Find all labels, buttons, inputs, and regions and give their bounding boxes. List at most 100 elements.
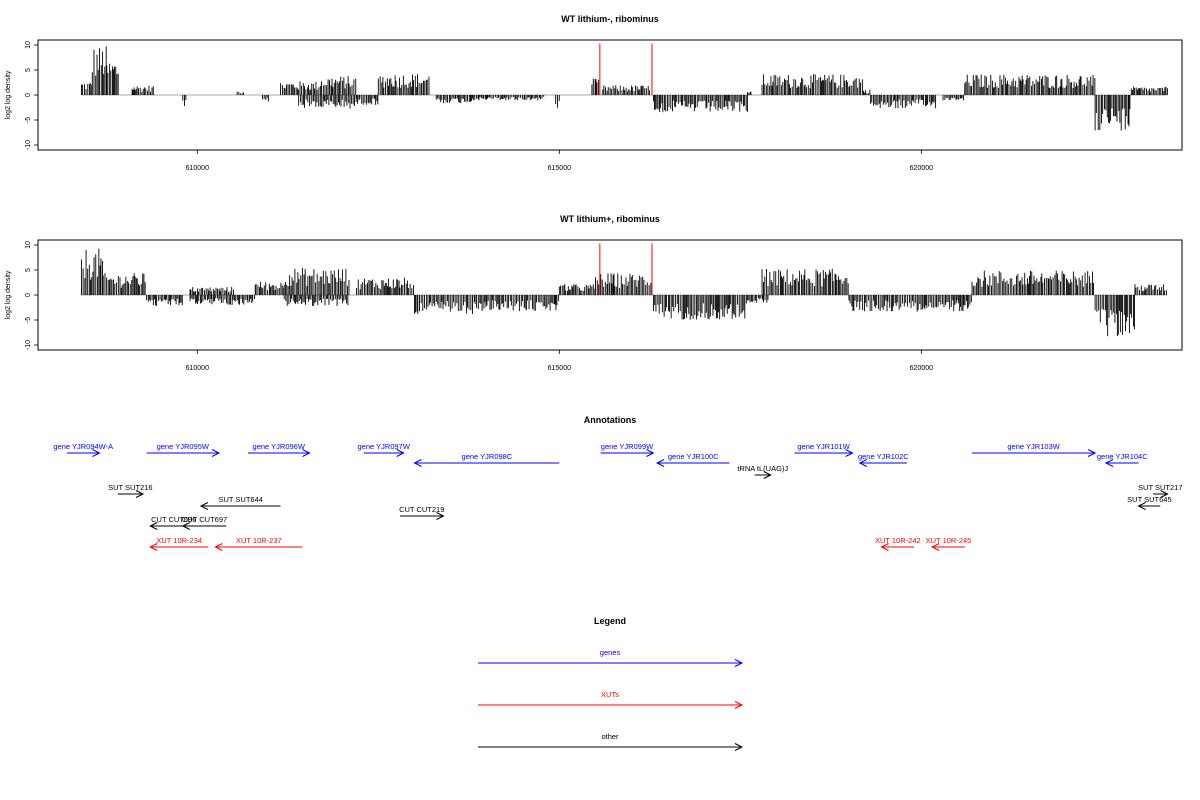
x-axis: 610000 615000 620000	[186, 150, 933, 172]
annotation-feature: gene YJR100C	[655, 452, 730, 467]
annotation-arrowhead	[413, 459, 422, 467]
legend-arrowhead	[734, 701, 744, 709]
annotation-label: gene YJR098C	[462, 452, 513, 461]
annotation-feature: SUT SUT644	[199, 495, 281, 510]
annotation-feature: gene YJR096W	[247, 442, 311, 457]
annotation-label: gene YJR101W	[797, 442, 850, 451]
annotation-feature: gene YJR099W	[600, 442, 655, 457]
x-tick-label: 620000	[910, 165, 933, 172]
legend-item: genes	[478, 648, 744, 667]
legend-item: other	[478, 732, 744, 751]
y-tick-label: -10	[25, 340, 32, 350]
annotation-feature: XUT 10R-242	[875, 536, 921, 551]
annotation-arrowhead	[149, 543, 158, 551]
legend-panel: Legend genes XUTs other	[478, 616, 744, 751]
annotation-arrowhead	[396, 449, 405, 457]
x-tick-label: 615000	[548, 165, 571, 172]
annotation-arrowhead	[92, 449, 101, 457]
legend-arrowhead	[734, 743, 744, 751]
annotation-label: gene YJR097W	[358, 442, 411, 451]
y-tick-label: 5	[25, 68, 32, 72]
legend-item: XUTs	[478, 690, 744, 709]
annotation-feature: SUT SUT645	[1127, 495, 1172, 510]
x-tick-label: 620000	[910, 365, 933, 372]
annotation-feature: CUT CUT219	[399, 505, 445, 520]
annotation-arrowhead	[845, 449, 854, 457]
annotation-label: gene YJR103W	[1007, 442, 1060, 451]
annotation-label: CUT CUT697	[182, 515, 227, 524]
y-tick-label: 10	[25, 41, 32, 49]
annotation-label: gene YJR102C	[858, 452, 909, 461]
annotation-label: tRNA tL(UAG)J	[737, 464, 788, 473]
annotations-panel: Annotations gene YJR094W-A gene YJR095W ge…	[53, 415, 1183, 551]
annotation-feature: gene YJR094W-A	[53, 442, 113, 457]
density-bars	[80, 248, 1167, 337]
annotation-feature: gene YJR098C	[413, 452, 560, 467]
annotation-feature: gene YJR102C	[858, 452, 909, 467]
annotation-label: SUT SUT645	[1127, 495, 1171, 504]
y-tick-label: -10	[25, 140, 32, 150]
annotation-label: gene YJR104C	[1097, 452, 1148, 461]
y-tick-label: 10	[25, 241, 32, 249]
annotation-feature: XUT 10R-234	[149, 536, 209, 551]
annotation-label: XUT 10R-237	[236, 536, 282, 545]
annotation-arrowhead	[931, 543, 940, 551]
y-tick-label: 5	[25, 268, 32, 272]
annotation-label: CUT CUT219	[399, 505, 444, 514]
annotation-arrowhead	[763, 471, 772, 479]
track-lithium-minus: WT lithium-, ribominus -10 -5 0 5 10 log2 log …	[5, 14, 1183, 172]
y-tick-label: -5	[25, 117, 32, 123]
annotation-arrowhead	[646, 449, 655, 457]
annotation-label: XUT 10R-234	[156, 536, 202, 545]
annotation-arrowhead	[1087, 449, 1097, 457]
annotation-feature: gene YJR103W	[972, 442, 1097, 457]
legend-label: XUTs	[601, 690, 619, 699]
annotation-label: XUT 10R-242	[875, 536, 921, 545]
annotation-arrowhead	[302, 449, 311, 457]
legend-arrowhead	[734, 659, 744, 667]
annotations-title: Annotations	[584, 415, 637, 425]
annotation-feature: gene YJR095W	[146, 442, 221, 457]
annotation-arrowhead	[655, 459, 665, 467]
annotation-feature: gene YJR101W	[794, 442, 854, 457]
annotation-label: gene YJR096W	[253, 442, 306, 451]
annotation-label: gene YJR099W	[601, 442, 654, 451]
annotation-feature: gene YJR104C	[1097, 452, 1148, 467]
annotation-arrowhead	[199, 502, 209, 510]
annotation-arrowhead	[858, 459, 868, 467]
annotation-feature: SUT SUT217	[1138, 483, 1183, 498]
x-axis: 610000 615000 620000	[186, 350, 933, 372]
annotation-feature: XUT 10R-245	[926, 536, 972, 551]
x-tick-label: 610000	[186, 165, 209, 172]
annotation-feature: tRNA tL(UAG)J	[737, 464, 788, 479]
annotation-arrowhead	[181, 522, 191, 530]
annotation-label: gene YJR094W-A	[53, 442, 113, 451]
y-axis-label: log2 log density	[5, 270, 12, 319]
annotation-arrowhead	[1160, 490, 1169, 498]
annotation-arrowhead	[1137, 502, 1146, 510]
annotation-label: SUT SUT644	[218, 495, 262, 504]
annotation-arrowhead	[214, 543, 223, 551]
legend-label: other	[601, 732, 619, 741]
annotation-feature: CUT CUT697	[181, 515, 227, 530]
track-title: WT lithium-, ribominus	[561, 14, 659, 24]
track-lithium-plus: WT lithium+, ribominus -10 -5 0 5 10 log2 log …	[5, 214, 1183, 372]
legend-title: Legend	[594, 616, 626, 626]
annotation-arrowhead	[135, 490, 145, 498]
legend-label: genes	[600, 648, 621, 657]
y-axis: -10 -5 0 5 10	[25, 241, 38, 350]
y-axis: -10 -5 0 5 10	[25, 41, 38, 150]
annotation-label: XUT 10R-245	[926, 536, 972, 545]
annotation-label: SUT SUT217	[1138, 483, 1182, 492]
annotation-label: SUT SUT216	[108, 483, 152, 492]
density-bars	[80, 46, 1168, 131]
annotation-feature: gene YJR097W	[358, 442, 411, 457]
annotation-feature: XUT 10R-237	[214, 536, 303, 551]
annotation-label: CUT CUT696	[151, 515, 196, 524]
annotation-label: gene YJR100C	[668, 452, 719, 461]
annotation-arrowhead	[436, 512, 445, 520]
annotation-label: gene YJR095W	[157, 442, 210, 451]
track-title: WT lithium+, ribominus	[560, 214, 660, 224]
x-tick-label: 610000	[186, 365, 209, 372]
